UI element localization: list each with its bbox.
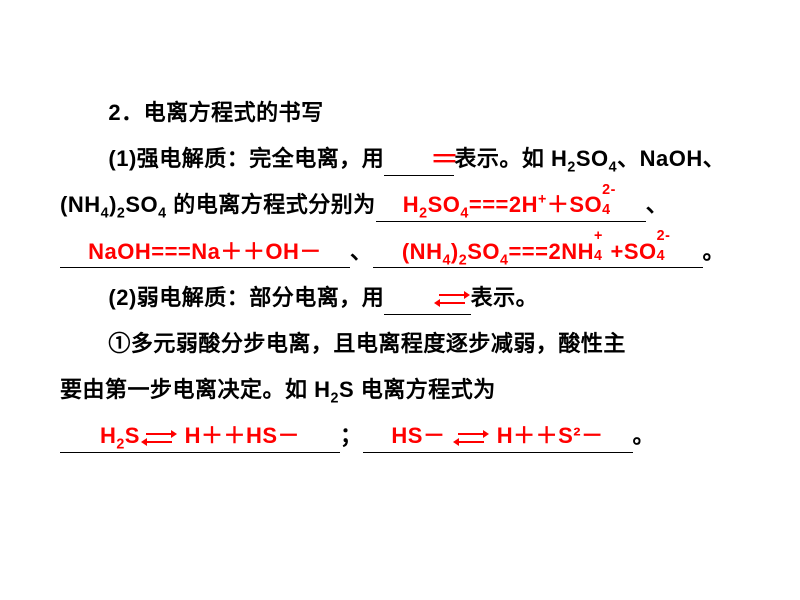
p1-tail: 。 [703, 239, 726, 264]
eq1-2h: 2H [509, 192, 538, 217]
eq5-lhs: HS－ [391, 423, 445, 448]
blank-eq1: H2SO4===2H+＋SO2-4 [376, 190, 646, 222]
p2-sep: ； [340, 423, 363, 448]
p1-l2-b: ) [109, 192, 117, 217]
para-1-line-1: (1)强电解质：完全电离，用 ==表示。如 H2SO4、NaOH、 [60, 136, 740, 182]
section-heading: 2．电离方程式的书写 [60, 90, 740, 136]
para-2-sub-line-2: 要由第一步电离决定。如 H2S 电离方程式为 [60, 367, 740, 413]
eq3-sub2: 2 [459, 252, 467, 268]
eq1-h: H [403, 192, 419, 217]
eq1-sign: === [469, 192, 509, 217]
p1-lead-b3: 、NaOH、 [617, 146, 725, 171]
eq3-c: SO [467, 239, 500, 264]
eq5-rev-arrow-icon [454, 430, 488, 446]
eq3: (NH4)2SO4===2NH+4+SO2-4 [402, 239, 673, 264]
p2s-c: S 电离方程式为 [339, 377, 496, 402]
p1-lead-a: (1)强电解质：完全电离，用 [108, 146, 384, 171]
eq3-nh4-charge: +4 [594, 237, 611, 259]
eq5-rhs: H＋＋S²－ [490, 423, 604, 448]
eq1-so: SO [428, 192, 461, 217]
para-2-sub-line-1: ①多元弱酸分步电离，且电离程度逐步减弱，酸性主 [60, 321, 740, 367]
eq3-a: (NH [402, 239, 443, 264]
blank-eq4: H2S H＋＋HS－ [60, 421, 340, 453]
eq1-sub4: 4 [460, 206, 468, 222]
para-2-line-1: (2)弱电解质：部分电离，用 表示。 [60, 275, 740, 321]
p1-lead-b: 表示。如 H [454, 146, 567, 171]
eq4-rhs: H＋＋HS－ [178, 423, 300, 448]
blank-eq2: NaOH===Na＋＋OH－ [60, 237, 350, 269]
eq5: HS－ H＋＋S²－ [391, 423, 603, 448]
eq4-rev-arrow-icon [142, 430, 176, 446]
eq3-e: +SO [611, 239, 657, 264]
p2s-b: 要由第一步电离决定。如 H [60, 377, 331, 402]
eq1-sup-plus: + [538, 192, 547, 208]
p1-l2-c: SO [125, 192, 158, 217]
eq3-sub4a: 4 [442, 252, 450, 268]
p2s-sub2: 2 [331, 391, 339, 407]
p2-lead-a: (2)弱电解质：部分电离，用 [108, 285, 384, 310]
eq4-s: S [125, 423, 140, 448]
eq4: H2S H＋＋HS－ [100, 423, 300, 448]
para-2-eq-line: H2S H＋＋HS－ ； HS－ H＋＋S²－ 。 [60, 413, 740, 459]
eq4-h: H [100, 423, 116, 448]
sub-2a: 2 [567, 160, 575, 176]
para-1-line-3: NaOH===Na＋＋OH－、(NH4)2SO4===2NH+4+SO2-4。 [60, 229, 740, 275]
p1-l2-a: (NH [60, 192, 101, 217]
blank-equal-symbol: == [384, 144, 454, 176]
eq2: NaOH===Na＋＋OH－ [88, 239, 322, 264]
blank-rev-symbol [384, 283, 470, 315]
sub-4a: 4 [609, 160, 617, 176]
reversible-arrow-icon [435, 291, 469, 307]
eq1-so4-charge: 2-4 [602, 190, 619, 212]
p1-sep2: 、 [350, 239, 373, 264]
eq1-plus-so: ＋SO [547, 192, 602, 217]
blank-eq5: HS－ H＋＋S²－ [363, 421, 633, 453]
eq3-b: ) [451, 239, 459, 264]
p1-sep1: 、 [646, 192, 669, 217]
sub-4b: 4 [101, 206, 109, 222]
rev-arrow-symbol [433, 285, 471, 310]
eq1-sub2: 2 [419, 206, 427, 222]
sub-4c: 4 [158, 206, 166, 222]
para-1-line-2: (NH4)2SO4 的电离方程式分别为H2SO4===2H+＋SO2-4、 [60, 182, 740, 228]
blank-eq3: (NH4)2SO4===2NH+4+SO2-4 [373, 237, 703, 269]
p1-l2-d: 的电离方程式分别为 [167, 192, 376, 217]
p2-lead-b: 表示。 [471, 285, 539, 310]
eq1: H2SO4===2H+＋SO2-4 [403, 192, 619, 217]
p1-lead-b2: SO [576, 146, 609, 171]
eq-symbol: == [433, 146, 455, 171]
eq4-sub2: 2 [116, 437, 124, 453]
eq3-so4-charge: 2-4 [657, 237, 674, 259]
eq3-eq: === [508, 239, 548, 264]
p2-tail: 。 [633, 423, 656, 448]
eq3-d: 2NH [549, 239, 595, 264]
